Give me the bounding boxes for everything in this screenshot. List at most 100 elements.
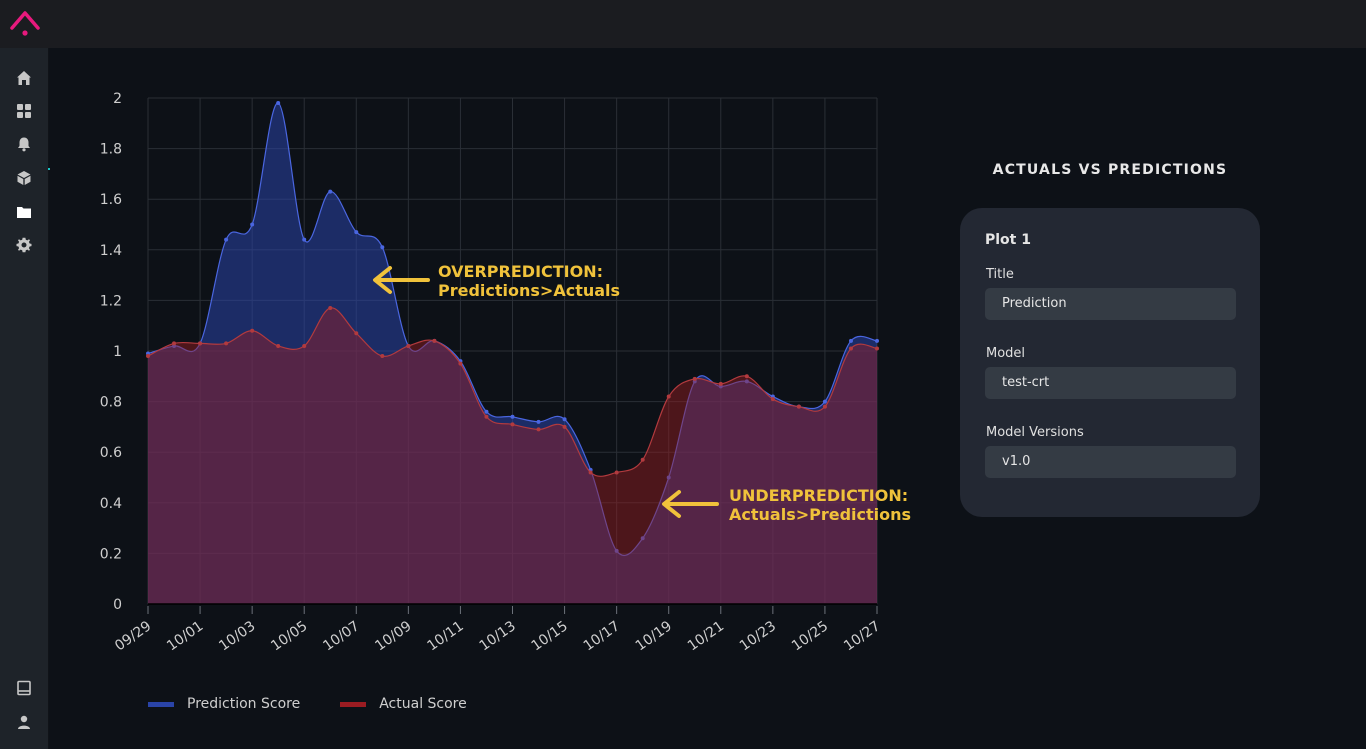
point-prediction[interactable] — [536, 419, 541, 424]
actuals-vs-predictions-chart: 0 0.2 0.4 0.6 0.8 1 1.2 1.4 1.6 1.8 2 09/29 10/01 10… — [100, 91, 911, 654]
point-actual[interactable] — [692, 376, 697, 381]
point-actual[interactable] — [458, 361, 463, 366]
point-prediction[interactable] — [510, 414, 515, 419]
legend-swatch-prediction — [148, 701, 174, 707]
point-prediction[interactable] — [380, 245, 385, 250]
y-tick-label: 2 — [113, 91, 122, 107]
point-actual[interactable] — [172, 341, 177, 346]
point-actual[interactable] — [510, 422, 515, 427]
nav-alerts[interactable] — [12, 132, 36, 156]
point-actual[interactable] — [432, 338, 437, 343]
top-bar — [0, 0, 1366, 48]
point-prediction[interactable] — [744, 379, 749, 384]
y-tick-label: 0.4 — [100, 496, 122, 512]
point-prediction[interactable] — [875, 338, 879, 343]
point-prediction[interactable] — [302, 237, 307, 242]
home-icon — [17, 71, 31, 85]
point-prediction[interactable] — [640, 536, 645, 541]
x-tick-label: 10/19 — [633, 618, 675, 654]
point-actual[interactable] — [588, 470, 593, 475]
point-actual[interactable] — [198, 341, 203, 346]
point-actual[interactable] — [718, 381, 723, 386]
area-prediction — [148, 103, 877, 604]
legend-item-prediction[interactable]: Prediction Score — [148, 696, 300, 712]
point-actual[interactable] — [302, 343, 307, 348]
point-actual[interactable] — [406, 343, 411, 348]
nav-dashboard[interactable] — [12, 99, 36, 123]
y-tick-label: 1.2 — [100, 293, 122, 309]
point-actual[interactable] — [276, 343, 281, 348]
dashboard-icon — [17, 104, 31, 118]
point-actual[interactable] — [146, 354, 150, 359]
point-actual[interactable] — [614, 470, 619, 475]
point-actual[interactable] — [666, 394, 671, 399]
legend-label-prediction: Prediction Score — [187, 696, 301, 712]
point-prediction[interactable] — [276, 101, 281, 106]
bell-icon — [18, 137, 30, 152]
cube-icon — [17, 171, 31, 185]
point-actual[interactable] — [380, 354, 385, 359]
point-actual[interactable] — [536, 427, 541, 432]
model-versions-input[interactable]: v1.0 — [985, 446, 1236, 478]
chart-legend: Prediction Score Actual Score — [148, 696, 507, 712]
user-icon — [18, 715, 30, 729]
point-prediction[interactable] — [614, 548, 619, 553]
sidebar — [0, 48, 49, 749]
point-prediction[interactable] — [224, 237, 229, 242]
point-prediction[interactable] — [484, 409, 489, 414]
point-actual[interactable] — [250, 328, 255, 333]
point-actual[interactable] — [562, 424, 567, 429]
point-actual[interactable] — [484, 414, 489, 419]
point-actual[interactable] — [796, 404, 801, 409]
overprediction-arrow — [373, 266, 430, 294]
point-actual[interactable] — [354, 331, 359, 336]
point-actual[interactable] — [328, 305, 333, 310]
point-prediction[interactable] — [354, 230, 359, 235]
legend-swatch-actual — [340, 701, 367, 707]
nav-docs[interactable] — [12, 676, 36, 700]
panel-heading: ACTUALS VS PREDICTIONS — [992, 162, 1228, 178]
sidebar-indicator — [48, 168, 50, 170]
point-prediction[interactable] — [822, 399, 827, 404]
y-tick-label: 1.4 — [100, 243, 122, 259]
legend-item-actual[interactable]: Actual Score — [340, 696, 467, 712]
nav-home[interactable] — [12, 66, 36, 90]
x-tick-label: 10/15 — [529, 618, 571, 654]
point-actual[interactable] — [640, 457, 645, 462]
nav-projects[interactable] — [12, 200, 36, 224]
point-prediction[interactable] — [250, 222, 255, 227]
nav-settings[interactable] — [12, 233, 36, 257]
x-tick-label: 10/27 — [841, 618, 883, 654]
point-actual[interactable] — [744, 374, 749, 379]
model-versions-label: Model Versions — [986, 425, 1084, 440]
x-tick-label: 10/03 — [216, 618, 258, 654]
x-tick-label: 10/05 — [268, 618, 310, 654]
title-input[interactable]: Prediction — [985, 288, 1236, 320]
nav-models[interactable] — [12, 166, 36, 190]
point-prediction[interactable] — [848, 338, 853, 343]
point-prediction[interactable] — [328, 189, 333, 194]
model-input[interactable]: test-crt — [985, 367, 1236, 399]
underprediction-arrow — [662, 490, 719, 518]
point-prediction[interactable] — [666, 475, 671, 480]
overprediction-label-1: OVERPREDICTION: — [438, 262, 603, 281]
point-actual[interactable] — [822, 404, 827, 409]
title-label: Title — [986, 267, 1014, 282]
y-tick-label: 0.2 — [100, 546, 122, 562]
y-tick-label: 1 — [113, 344, 122, 360]
nav-profile[interactable] — [12, 710, 36, 734]
folder-icon — [17, 207, 31, 218]
point-actual[interactable] — [224, 341, 229, 346]
point-prediction[interactable] — [562, 417, 567, 422]
x-tick-label: 10/23 — [737, 618, 779, 654]
point-actual[interactable] — [875, 346, 879, 351]
x-tick-label: 10/07 — [320, 618, 362, 654]
gear-icon — [16, 237, 32, 253]
x-tick-label: 10/09 — [372, 618, 414, 654]
point-actual[interactable] — [770, 397, 775, 402]
x-tick-label: 10/17 — [581, 618, 623, 654]
logo-icon[interactable] — [8, 6, 42, 40]
x-tick-label: 10/21 — [685, 618, 727, 654]
underprediction-label-2: Actuals>Predictions — [729, 505, 911, 524]
point-actual[interactable] — [848, 346, 853, 351]
